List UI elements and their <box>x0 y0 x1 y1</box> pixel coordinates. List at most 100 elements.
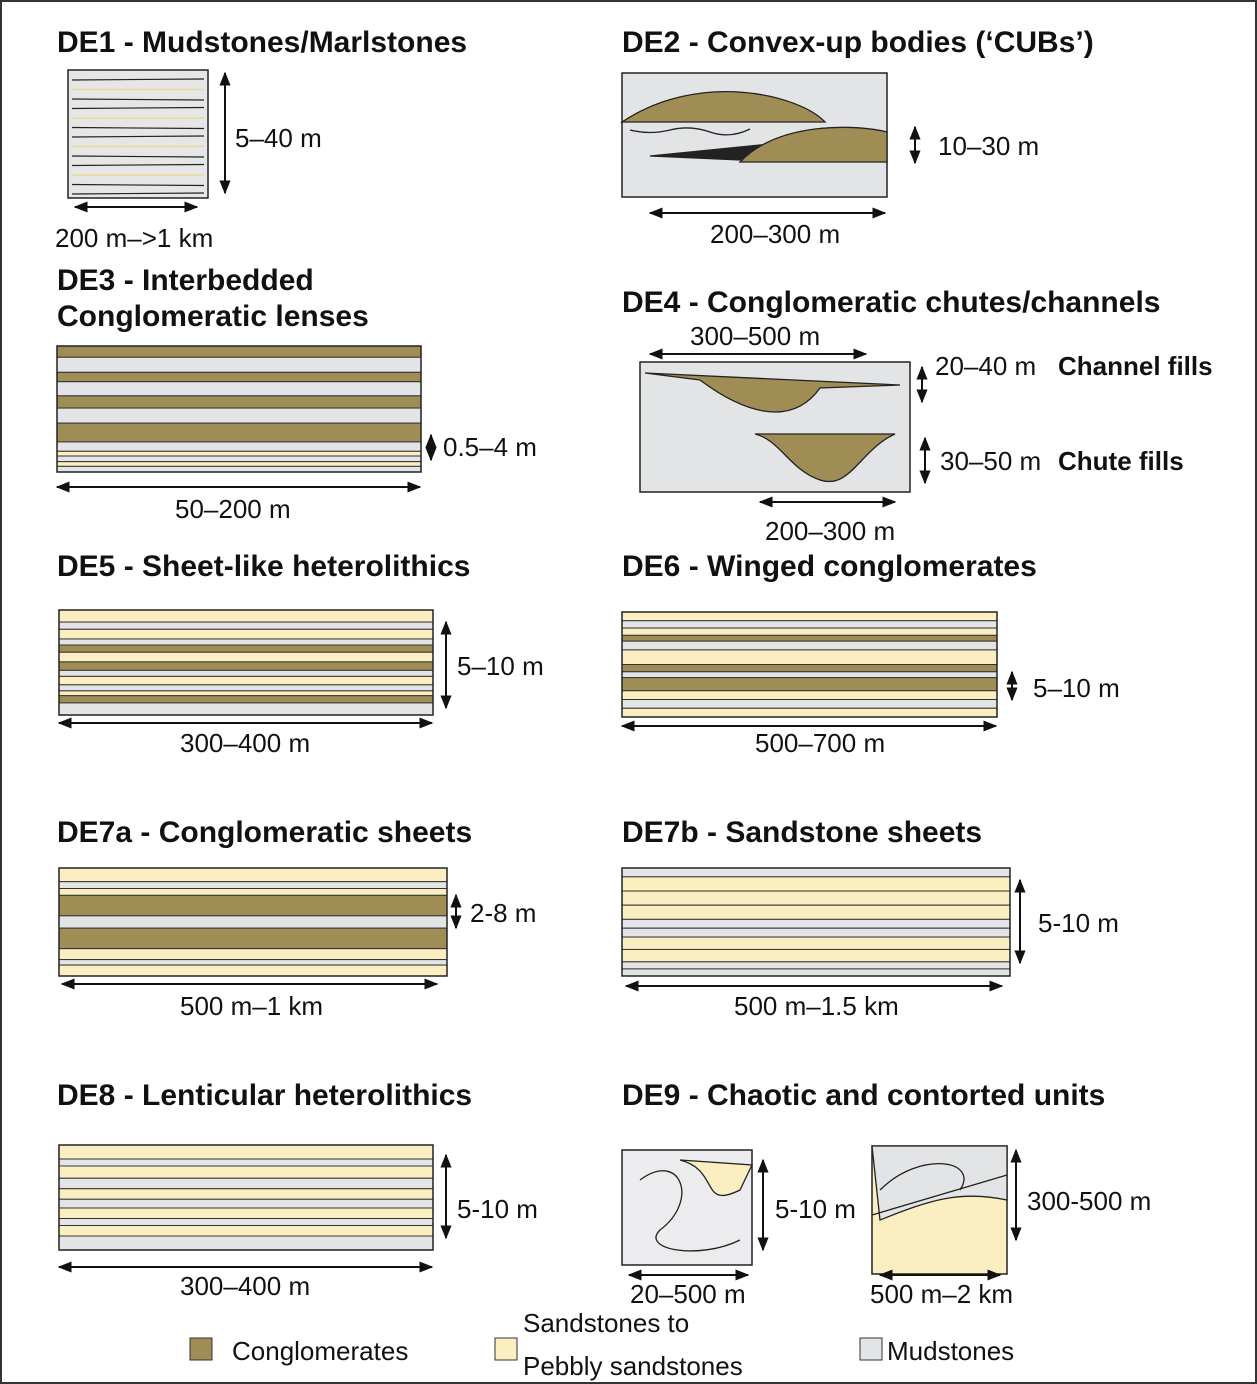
title: DE6 - Winged conglomerates <box>622 550 1037 583</box>
bed <box>621 699 998 709</box>
bed <box>58 690 434 697</box>
dimension: 200–300 m <box>765 516 895 546</box>
dimension: 20–40 m <box>935 351 1036 381</box>
dimension: 300-500 m <box>1027 1186 1151 1216</box>
bed <box>58 702 434 716</box>
bed <box>58 959 448 966</box>
bed <box>58 1207 434 1219</box>
bed <box>56 381 422 397</box>
lamina <box>71 183 205 187</box>
legend-swatch <box>859 1337 883 1361</box>
bed <box>56 345 422 358</box>
bed <box>58 644 434 653</box>
bed <box>621 649 998 666</box>
title: DE7b - Sandstone sheets <box>622 816 982 849</box>
fold <box>679 1159 754 1197</box>
bed <box>56 356 422 373</box>
dimension: 500 m–1 km <box>180 991 323 1021</box>
fault <box>871 1174 1008 1216</box>
title: DE2 - Convex-up bodies (‘CUBs’) <box>622 26 1094 59</box>
title: DE7a - Conglomeratic sheets <box>57 816 472 849</box>
bed <box>58 695 434 704</box>
bed <box>621 620 998 629</box>
bed <box>621 948 1011 963</box>
dimension: 20–500 m <box>630 1279 746 1309</box>
dimension: 300–500 m <box>690 321 820 351</box>
bed <box>621 867 1011 878</box>
title: DE9 - Chaotic and contorted units <box>622 1079 1105 1112</box>
bed <box>58 948 448 961</box>
bed <box>58 684 434 692</box>
bed <box>58 1188 434 1200</box>
bed <box>58 1144 434 1160</box>
bed <box>56 422 422 443</box>
legend-swatch <box>189 1337 213 1361</box>
bed <box>58 888 448 896</box>
section-outline <box>56 345 422 473</box>
legend-label: Conglomerates <box>232 1336 408 1366</box>
section-outline <box>621 611 998 718</box>
lamina <box>71 98 205 101</box>
title: DE5 - Sheet-like heterolithics <box>57 550 470 583</box>
bed <box>56 450 422 457</box>
body <box>649 144 763 161</box>
bed <box>56 371 422 383</box>
fold <box>639 1170 741 1252</box>
dimension: 500 m–2 km <box>870 1279 1013 1309</box>
title: DE4 - Conglomeratic chutes/channels <box>622 286 1160 319</box>
bed <box>58 894 448 917</box>
lamina <box>71 163 205 167</box>
dimension: 5-10 m <box>457 1194 538 1224</box>
dimension: 2-8 m <box>470 898 536 928</box>
label: Channel fills <box>1058 351 1213 381</box>
bed <box>621 904 1011 920</box>
bed <box>58 1158 434 1167</box>
bed <box>56 441 422 452</box>
bed <box>58 669 434 677</box>
bed <box>621 664 998 673</box>
bed <box>58 1225 434 1237</box>
bed <box>56 461 422 467</box>
legend-swatch <box>494 1337 518 1361</box>
dimension: 300–400 m <box>180 728 310 758</box>
bed <box>58 1218 434 1226</box>
section-outline <box>58 609 434 716</box>
legend-label: Sandstones to <box>523 1308 689 1338</box>
dimension: 0.5–4 m <box>443 432 537 462</box>
dimension: 5-10 m <box>775 1194 856 1224</box>
bed <box>56 395 422 409</box>
dimension: 50–200 m <box>175 494 291 524</box>
bed <box>56 465 422 473</box>
lamina <box>71 106 205 110</box>
bed <box>621 707 998 718</box>
dimension: 500 m–1.5 km <box>734 991 899 1021</box>
bed <box>621 890 1011 906</box>
lamina <box>71 192 205 195</box>
bed <box>621 927 1011 938</box>
section-outline <box>621 867 1011 977</box>
legend-label: Pebbly sandstones <box>523 1351 743 1381</box>
bed <box>58 628 434 640</box>
lamina <box>71 135 205 138</box>
dimension: 5–40 m <box>235 123 322 153</box>
bed <box>621 677 998 692</box>
bed <box>621 634 998 642</box>
section-outline <box>58 867 448 977</box>
bed <box>58 1177 434 1190</box>
bed <box>58 638 434 646</box>
title: DE8 - Lenticular heterolithics <box>57 1079 472 1112</box>
bed <box>58 661 434 671</box>
bed <box>58 675 434 686</box>
dimension: 5–10 m <box>457 651 544 681</box>
fold <box>871 1145 1008 1221</box>
bed <box>621 936 1011 950</box>
bed <box>58 927 448 950</box>
bed <box>621 876 1011 892</box>
bed <box>621 968 1011 977</box>
title: DE1 - Mudstones/Marlstones <box>57 26 467 59</box>
bed <box>58 867 448 883</box>
lamina <box>71 155 205 158</box>
bed <box>58 964 448 977</box>
legend-label: Mudstones <box>887 1336 1014 1366</box>
